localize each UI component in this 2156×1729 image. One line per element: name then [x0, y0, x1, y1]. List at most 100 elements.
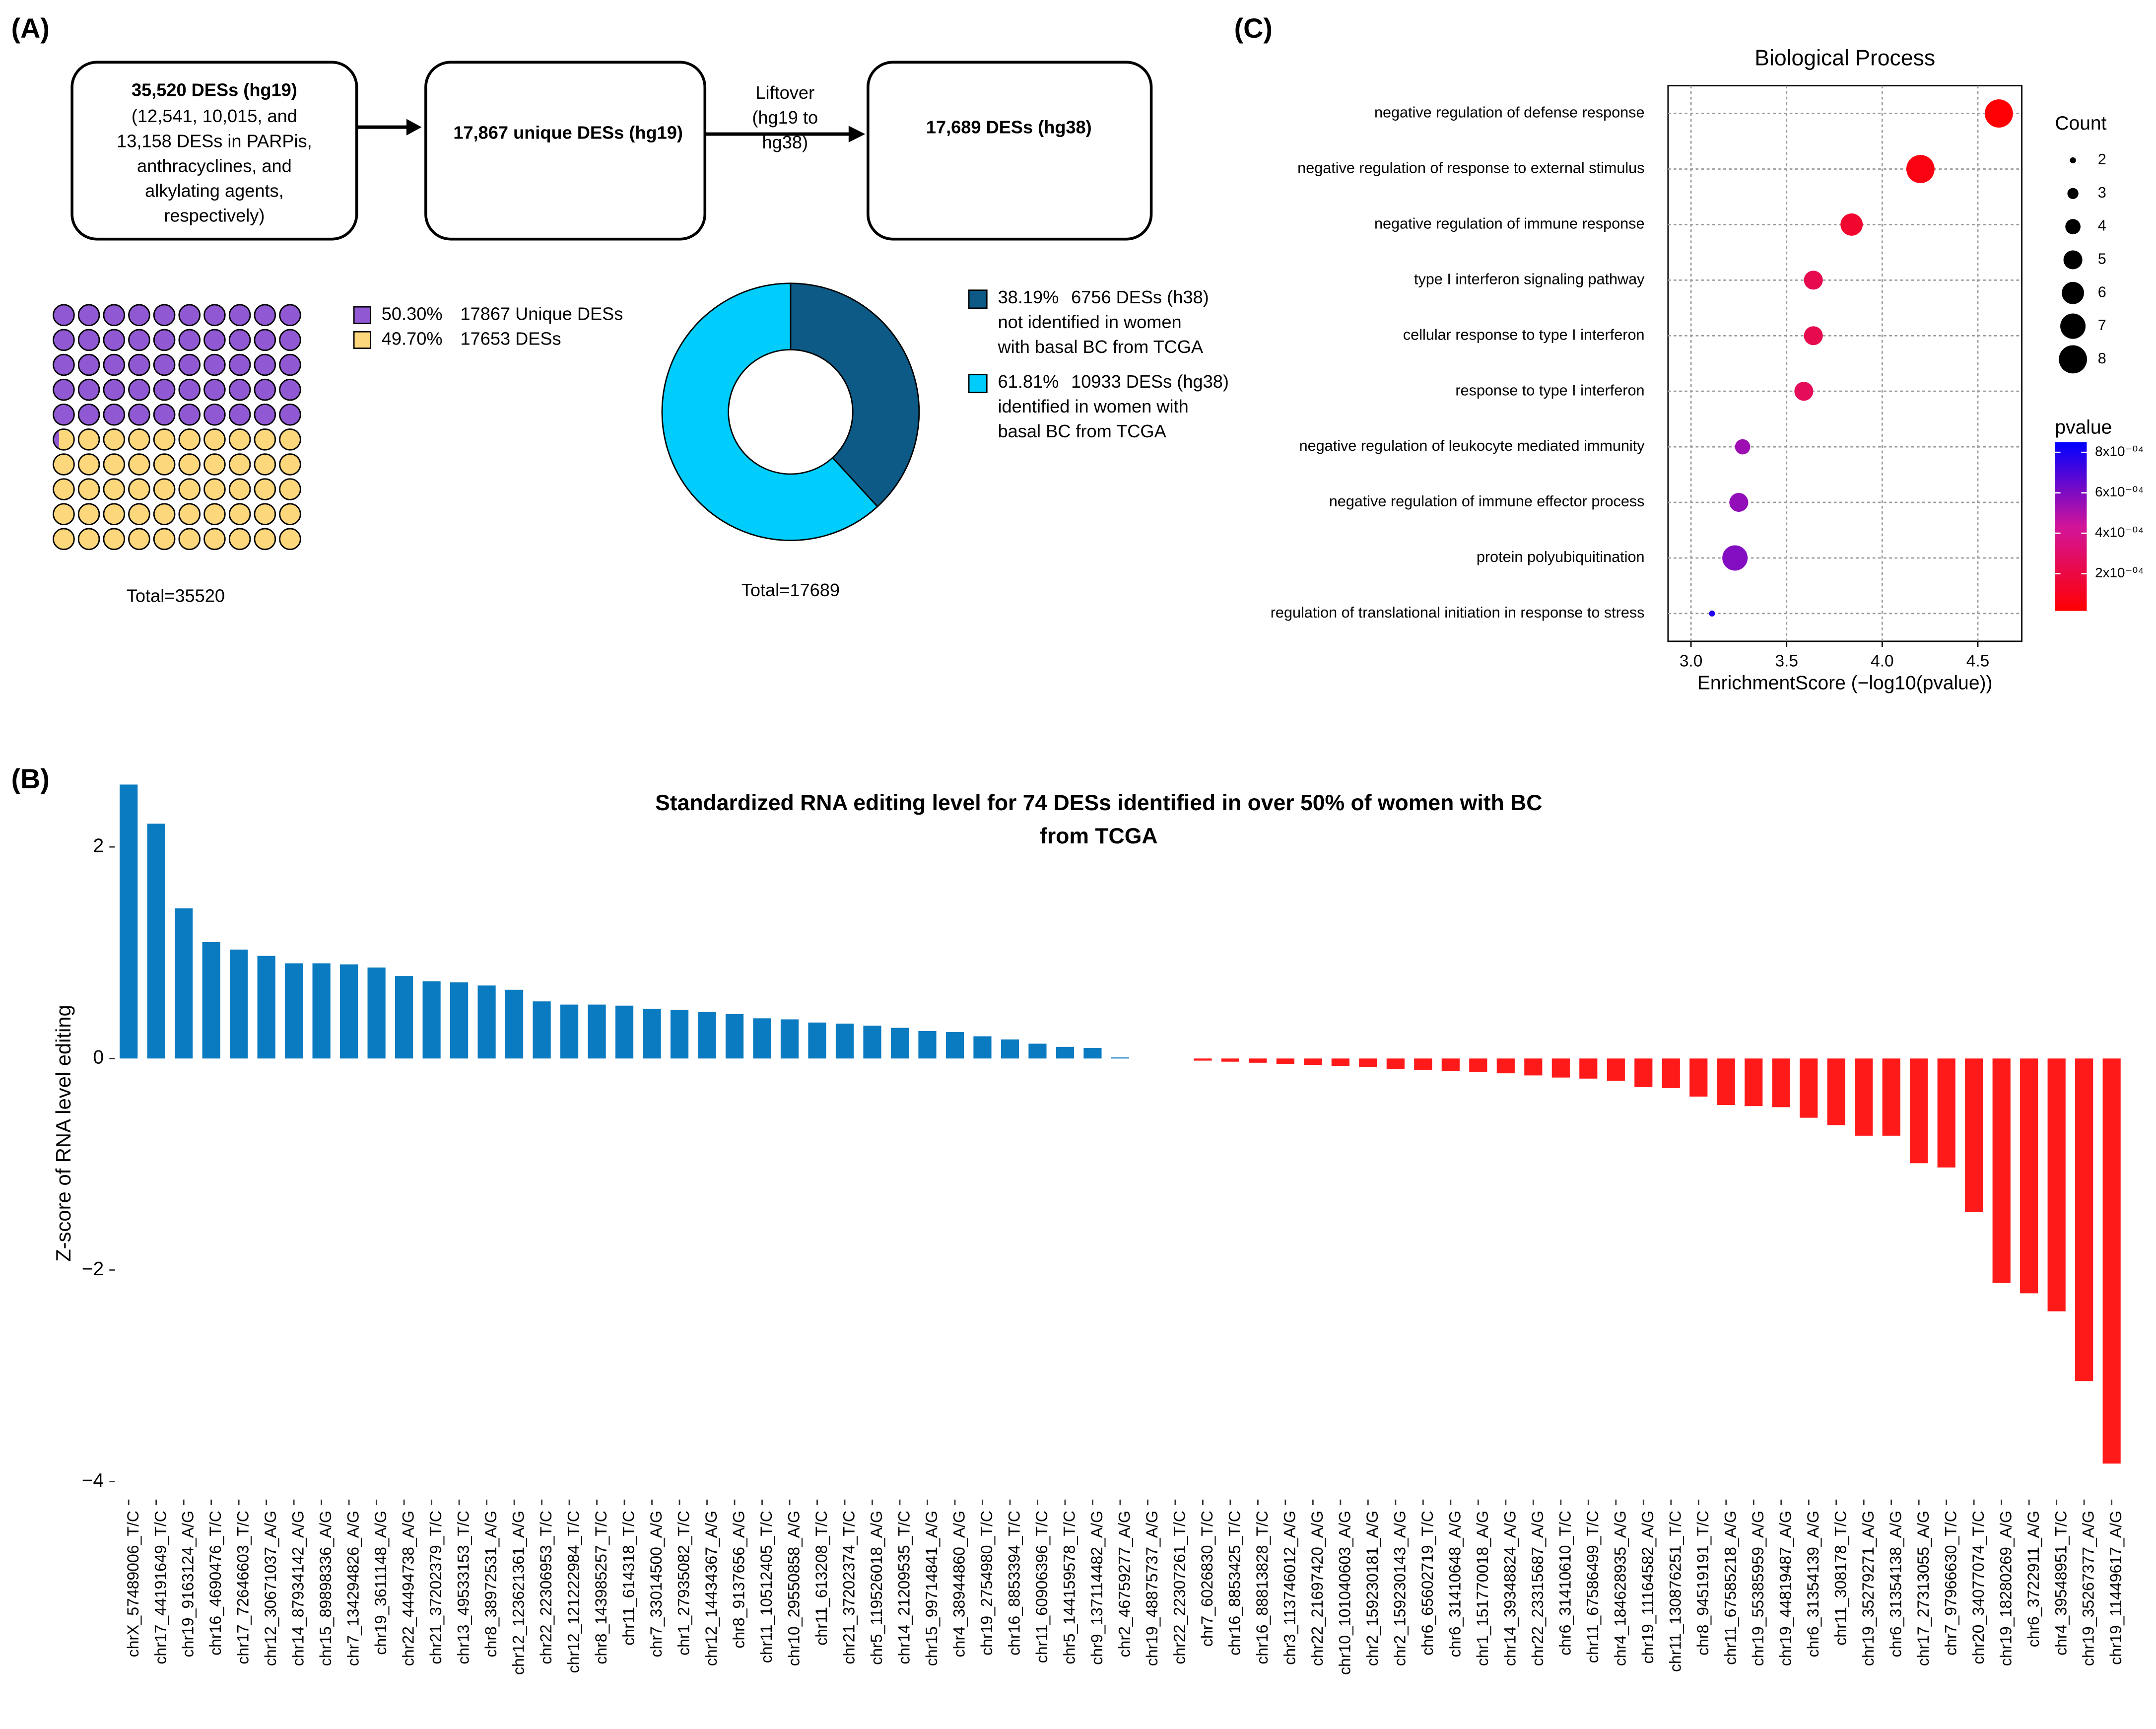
waffle-cell	[128, 453, 150, 476]
donut-slice	[790, 282, 920, 508]
x-tick-label: chr19_9163124_A/G	[179, 1511, 197, 1657]
waffle-cell	[53, 378, 75, 401]
waffle-cell	[203, 528, 226, 551]
waffle-cell	[279, 453, 301, 476]
bar	[1800, 1058, 1818, 1118]
x-tick-label: chr21_37202374_T/C	[840, 1511, 858, 1664]
x-tick-label: chr1_27935082_T/C	[675, 1511, 693, 1656]
arrow-head	[848, 126, 866, 142]
waffle-cell	[279, 304, 301, 327]
x-tick-label: chr22_22306953_T/C	[537, 1511, 555, 1664]
waffle-cell	[203, 478, 226, 500]
legend-swatch	[968, 374, 988, 394]
bar	[1965, 1058, 1983, 1212]
waffle-cell	[77, 478, 100, 500]
x-tick-label: chr11_308178_T/C	[1831, 1511, 1849, 1646]
flow-box	[424, 61, 707, 241]
bar	[808, 1022, 826, 1059]
waffle-cell	[103, 453, 126, 476]
legend-label: 5	[2098, 251, 2106, 268]
waffle-cell	[103, 478, 126, 500]
arrow-label: (hg19 to	[752, 107, 818, 128]
legend-title: pvalue	[2055, 416, 2112, 438]
legend-label: 10933 DESs (hg38)	[1071, 371, 1229, 392]
waffle-cell	[178, 428, 201, 451]
y-tick-label: type I interferon signaling pathway	[1414, 271, 1645, 287]
bar	[1056, 1046, 1075, 1059]
legend-label: 7	[2098, 317, 2106, 334]
arrow-label: hg38)	[762, 132, 808, 152]
bar	[725, 1014, 744, 1059]
waffle-cell	[53, 304, 75, 327]
bar	[1304, 1058, 1322, 1065]
waffle-cell	[128, 304, 150, 327]
waffle-cell	[279, 528, 301, 551]
bar	[1717, 1058, 1735, 1106]
waffle-cell	[128, 403, 150, 426]
bar	[1386, 1058, 1405, 1069]
x-tick-label: chr5_144159578_T/C	[1061, 1511, 1078, 1664]
x-tick-label: chr11_67586499_T/C	[1584, 1511, 1602, 1663]
waffle-cell	[53, 403, 75, 426]
bar	[1276, 1058, 1294, 1064]
arrow-head	[406, 119, 422, 136]
waffle-cell	[279, 353, 301, 376]
legend-value: 38.19%	[998, 287, 1059, 307]
x-tick-label: chr19_3611148_A/G	[372, 1511, 390, 1655]
colorbar-label: 4x10⁻⁰⁴	[2095, 525, 2144, 540]
legend-label: 4	[2098, 217, 2106, 234]
bar	[753, 1018, 771, 1059]
box-text: alkylating agents,	[145, 181, 284, 201]
bar	[120, 784, 138, 1059]
bar	[1910, 1058, 1928, 1164]
bar	[643, 1009, 661, 1059]
bar	[1028, 1043, 1047, 1059]
x-tick-label: chr16_88813828_T/C	[1253, 1511, 1271, 1664]
bar	[2020, 1058, 2038, 1294]
waffle-cell	[77, 503, 100, 525]
waffle-cell	[254, 353, 276, 376]
x-tick-label: chr22_44494738_A/G	[400, 1511, 417, 1666]
waffle-cell	[153, 304, 176, 327]
waffle-cell	[103, 304, 126, 327]
waffle-cell	[254, 478, 276, 500]
x-tick-label: chr6_31354139_A/G	[1804, 1511, 1822, 1657]
waffle-cell	[178, 403, 201, 426]
legend-dot	[2070, 157, 2076, 164]
dot	[1735, 439, 1751, 455]
donut-slice	[661, 282, 878, 541]
x-tick-label: chr12_123621361_A/G	[510, 1511, 528, 1675]
waffle-cell	[153, 428, 176, 451]
waffle-cell	[77, 528, 100, 551]
box-text: anthracyclines, and	[137, 155, 292, 176]
chart-title: Biological Process	[1754, 46, 1935, 70]
waffle-cell	[128, 503, 150, 525]
x-tick-label: chr19_11449617_A/G	[2107, 1511, 2125, 1665]
waffle-cell	[77, 378, 100, 401]
dot	[1729, 492, 1749, 512]
waffle-cell	[53, 453, 75, 476]
waffle-cell	[103, 428, 126, 451]
waffle-cell	[153, 403, 176, 426]
bar	[505, 989, 524, 1059]
legend-label: 6756 DESs (h38)	[1071, 287, 1209, 307]
x-tick-label: chr17_27313055_A/G	[1914, 1511, 1932, 1666]
waffle-cell	[53, 353, 75, 376]
x-tick-label: 3.5	[1775, 652, 1798, 670]
waffle-cell	[228, 478, 251, 500]
waffle-cell	[128, 528, 150, 551]
bar	[1524, 1058, 1543, 1076]
x-tick-label: chr19_2754980_T/C	[978, 1511, 996, 1656]
waffle-cell	[103, 503, 126, 525]
x-tick-label: chr10_101040603_A/G	[1336, 1511, 1353, 1675]
waffle-cell	[77, 428, 100, 451]
waffle-cell	[77, 304, 100, 327]
x-tick-label: chr9_137114482_A/G	[1088, 1511, 1106, 1665]
dot	[1840, 213, 1863, 236]
x-tick-label: chr11_60906396_T/C	[1033, 1511, 1051, 1663]
x-tick-label: 4.5	[1966, 652, 1989, 670]
waffle-cell	[103, 378, 126, 401]
waffle-cell	[128, 329, 150, 351]
waffle-cell	[228, 528, 251, 551]
legend-label: 3	[2098, 184, 2106, 201]
